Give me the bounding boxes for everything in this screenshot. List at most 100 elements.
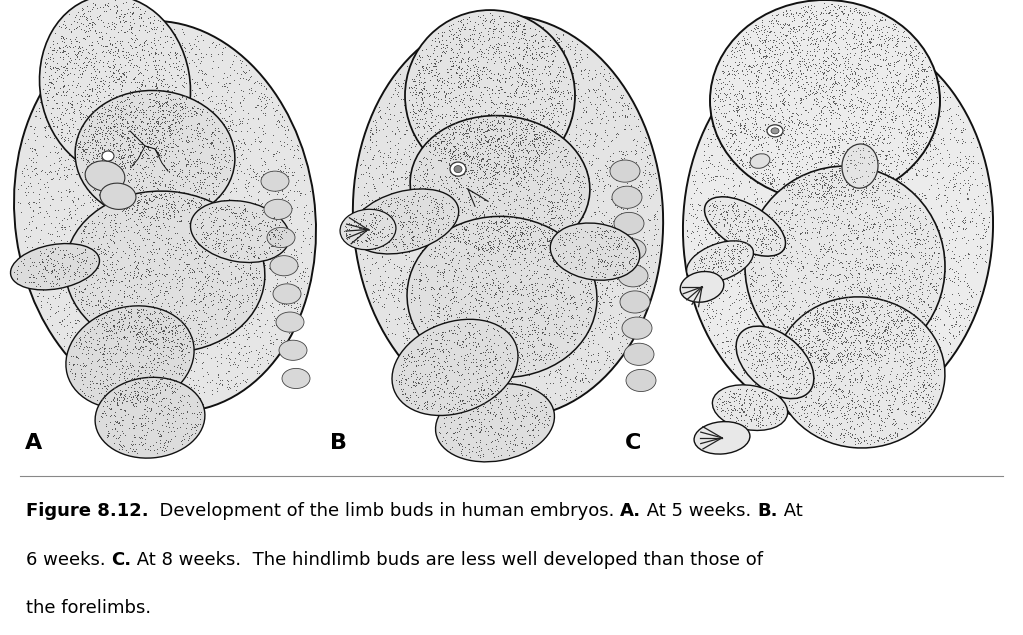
Point xyxy=(581,127,597,137)
Point xyxy=(527,86,543,97)
Point xyxy=(451,323,468,333)
Point xyxy=(133,12,149,22)
Point xyxy=(468,144,484,154)
Point xyxy=(204,321,220,331)
Point xyxy=(244,200,261,210)
Point xyxy=(817,86,834,97)
Point xyxy=(383,166,399,176)
Point xyxy=(789,124,805,135)
Point xyxy=(92,81,108,91)
Point xyxy=(529,265,545,276)
Point xyxy=(167,379,183,389)
Point xyxy=(774,272,791,282)
Point xyxy=(472,301,488,311)
Point xyxy=(203,91,219,101)
Point xyxy=(81,291,97,301)
Point xyxy=(521,185,537,196)
Point xyxy=(441,160,457,170)
Point xyxy=(770,301,787,311)
Point xyxy=(58,120,75,130)
Point xyxy=(574,231,590,241)
Point xyxy=(859,384,876,394)
Point xyxy=(794,162,810,172)
Point xyxy=(486,41,502,51)
Point xyxy=(850,267,866,277)
Point xyxy=(583,305,599,316)
Point xyxy=(401,271,417,281)
Point xyxy=(102,174,119,184)
Point xyxy=(138,234,154,244)
Point xyxy=(735,92,751,102)
Point xyxy=(479,197,495,207)
Point xyxy=(842,423,858,433)
Point xyxy=(754,269,770,279)
Point xyxy=(438,150,454,161)
Point xyxy=(586,65,603,76)
Point xyxy=(411,276,428,286)
Point xyxy=(475,243,491,253)
Point xyxy=(384,219,400,229)
Point xyxy=(876,334,892,344)
Point xyxy=(398,124,414,135)
Point xyxy=(211,160,227,170)
Point xyxy=(589,222,606,232)
Point xyxy=(201,92,217,102)
Point xyxy=(520,157,536,168)
Point xyxy=(747,56,763,66)
Point xyxy=(47,260,63,271)
Point xyxy=(891,168,907,178)
Point xyxy=(139,197,155,208)
Point xyxy=(143,392,160,403)
Point xyxy=(478,393,494,403)
Point xyxy=(627,286,643,297)
Point xyxy=(840,56,856,66)
Point xyxy=(214,276,230,286)
Point xyxy=(745,266,761,276)
Point xyxy=(783,158,799,168)
Point xyxy=(240,243,257,253)
Point xyxy=(197,281,214,291)
Point xyxy=(531,417,547,427)
Point xyxy=(127,387,143,398)
Point xyxy=(164,80,180,90)
Point xyxy=(784,208,800,218)
Point xyxy=(865,293,882,303)
Point xyxy=(124,440,140,450)
Point xyxy=(524,128,540,138)
Point xyxy=(843,130,859,140)
Point xyxy=(546,329,563,339)
Point xyxy=(875,234,891,244)
Point xyxy=(829,315,845,325)
Point xyxy=(802,384,818,394)
Point xyxy=(244,172,261,182)
Point xyxy=(406,377,422,387)
Point xyxy=(150,135,167,145)
Point xyxy=(762,171,779,182)
Point xyxy=(809,68,826,78)
Point xyxy=(28,265,44,276)
Point xyxy=(856,177,873,187)
Point xyxy=(541,126,558,137)
Point xyxy=(755,158,771,168)
Point xyxy=(548,68,565,78)
Point xyxy=(513,133,529,144)
Point xyxy=(155,164,172,175)
Point xyxy=(411,135,428,145)
Point xyxy=(273,226,290,236)
Point xyxy=(784,180,800,190)
Point xyxy=(974,170,990,180)
Point xyxy=(503,99,520,109)
Point xyxy=(143,211,160,222)
Point xyxy=(532,193,548,203)
Point xyxy=(908,394,925,404)
Point xyxy=(543,312,560,322)
Point xyxy=(288,276,305,286)
Point xyxy=(264,231,280,241)
Point xyxy=(165,35,181,45)
Point xyxy=(195,215,212,225)
Point xyxy=(235,138,252,148)
Point xyxy=(859,262,876,272)
Point xyxy=(846,48,862,58)
Point xyxy=(536,262,552,272)
Point xyxy=(134,410,150,420)
